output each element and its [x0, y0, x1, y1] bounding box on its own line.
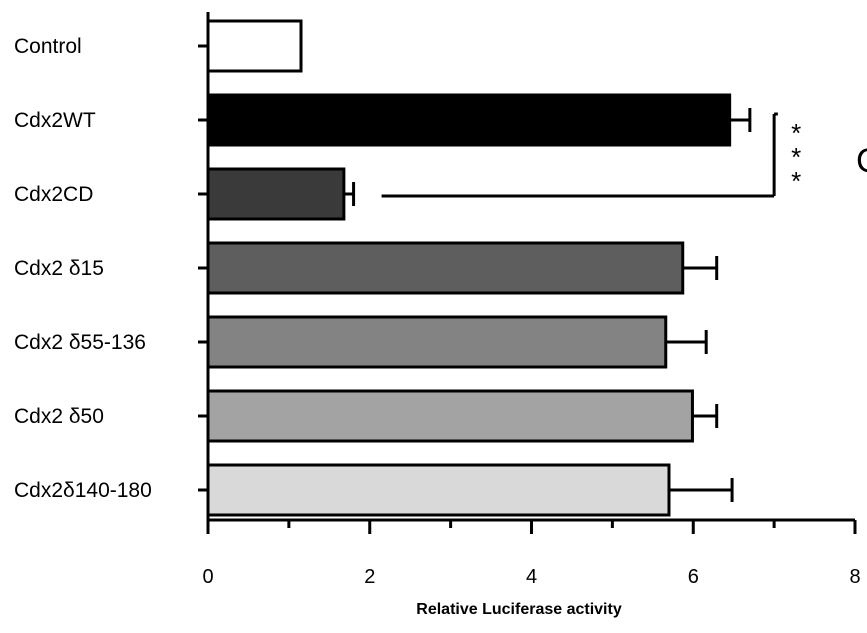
bar	[206, 167, 346, 221]
significance-star: *	[791, 118, 801, 148]
category-label: Cdx2δ140-180	[14, 479, 152, 502]
category-label: Cdx2 δ55-136	[14, 331, 146, 354]
bar	[206, 241, 685, 295]
category-label: Cdx2WT	[14, 109, 96, 132]
category-label: Cdx2 δ50	[14, 405, 104, 428]
category-label: Cdx2CD	[14, 183, 93, 206]
significance-star: *	[791, 142, 801, 172]
x-tick-label: 0	[202, 566, 213, 588]
bar	[206, 315, 668, 369]
bar	[206, 389, 694, 443]
category-label: Control	[14, 35, 82, 58]
x-axis-title: Relative Luciferase activity	[416, 601, 622, 618]
x-tick-label: 8	[849, 566, 860, 588]
x-tick-label: 2	[364, 566, 375, 588]
bar	[206, 93, 732, 147]
significance-star: *	[791, 166, 801, 196]
category-label: Cdx2 δ15	[14, 257, 104, 280]
x-tick-label: 6	[688, 566, 699, 588]
panel-letter: C	[856, 142, 867, 180]
bar	[206, 19, 303, 73]
x-tick-label: 4	[526, 566, 537, 588]
bar	[206, 463, 671, 517]
